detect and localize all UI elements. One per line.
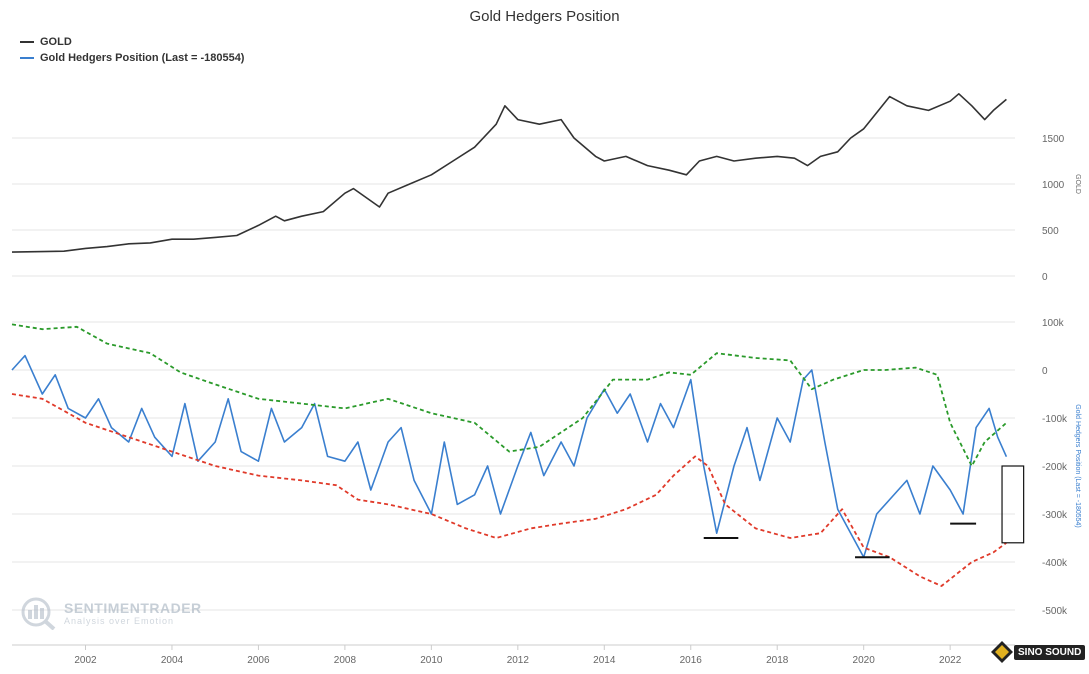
hedgers-panel-y-axis-label: Gold Hedgers Position (Last = -180554) [1074, 404, 1081, 528]
legend-label-hedgers: Gold Hedgers Position (Last = -180554) [40, 52, 245, 64]
gold-panel-y-tick-label-1000: 1000 [1042, 180, 1065, 191]
watermark-name: SENTIMENTRADER [64, 600, 202, 616]
legend-swatch-hedgers [20, 57, 34, 59]
hedgers-panel-y-tick-label-0: 0 [1042, 366, 1048, 377]
hedgers-panel-y-tick-label--500k: -500k [1042, 606, 1068, 617]
gold-panel-y-tick-label-1500: 1500 [1042, 134, 1065, 145]
sentimentrader-watermark: SENTIMENTRADER Analysis over Emotion [18, 596, 202, 630]
gold-panel-y-tick-label-500: 500 [1042, 226, 1059, 237]
x-tick-label-2016: 2016 [680, 655, 703, 666]
hedgers-panel-series-gold-hedgers-position [11, 354, 1008, 559]
hedgers-panel-y-tick-label--100k: -100k [1042, 414, 1068, 425]
x-tick-label-2006: 2006 [247, 655, 270, 666]
x-tick-label-2018: 2018 [766, 655, 789, 666]
hedgers-panel-annotation-box-3 [1001, 465, 1025, 544]
x-tick-label-2010: 2010 [420, 655, 443, 666]
hedgers-panel-series-lower-band [11, 393, 1007, 587]
gold-panel-y-tick-label-0: 0 [1042, 272, 1048, 283]
legend-swatch-gold [20, 41, 34, 43]
hedgers-panel-series-upper-band [11, 323, 1007, 467]
hedgers-panel-y-tick-label--200k: -200k [1042, 462, 1068, 473]
x-tick-label-2020: 2020 [853, 655, 876, 666]
gold-panel-series-gold [11, 93, 1007, 253]
x-tick-label-2008: 2008 [334, 655, 357, 666]
legend: GOLD Gold Hedgers Position (Last = -1805… [20, 34, 244, 66]
chart-title: Gold Hedgers Position [469, 8, 620, 25]
hedgers-panel-y-tick-label--400k: -400k [1042, 558, 1068, 569]
brand-name: SINO SOUND [1014, 644, 1086, 660]
sentimentrader-logo-icon [21, 597, 56, 630]
x-tick-label-2012: 2012 [507, 655, 530, 666]
legend-item-gold[interactable]: GOLD [20, 34, 244, 50]
sino-sound-logo: SINO SOUND [990, 640, 1086, 664]
sino-sound-diamond-icon [991, 641, 1013, 663]
x-tick-label-2014: 2014 [593, 655, 616, 666]
x-tick-label-2004: 2004 [161, 655, 184, 666]
x-tick-label-2022: 2022 [939, 655, 962, 666]
gold-panel-y-axis-label: GOLD [1074, 174, 1081, 194]
x-tick-label-2002: 2002 [74, 655, 97, 666]
legend-label-gold: GOLD [40, 36, 72, 48]
hedgers-panel-y-tick-label-100k: 100k [1042, 318, 1065, 329]
hedgers-panel-y-tick-label--300k: -300k [1042, 510, 1068, 521]
watermark-tagline: Analysis over Emotion [64, 616, 175, 626]
legend-item-hedgers[interactable]: Gold Hedgers Position (Last = -180554) [20, 50, 244, 66]
